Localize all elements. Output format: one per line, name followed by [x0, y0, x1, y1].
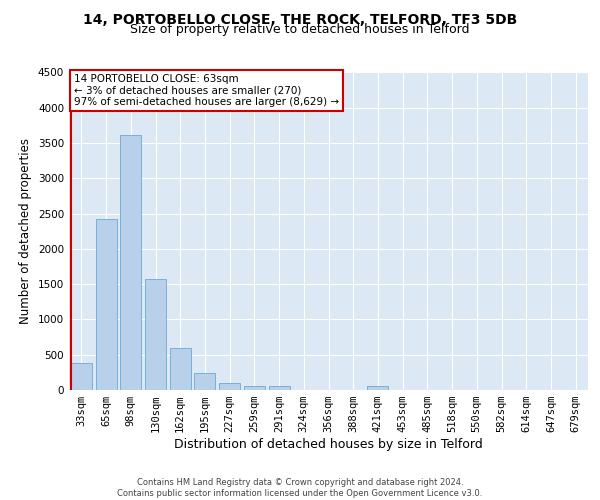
Bar	[170, 348, 191, 390]
Bar	[145, 278, 166, 390]
Y-axis label: Number of detached properties: Number of detached properties	[19, 138, 32, 324]
Bar	[219, 383, 240, 390]
Text: 14, PORTOBELLO CLOSE, THE ROCK, TELFORD, TF3 5DB: 14, PORTOBELLO CLOSE, THE ROCK, TELFORD,…	[83, 12, 517, 26]
Bar	[95, 220, 116, 390]
Bar	[244, 386, 265, 390]
X-axis label: Distribution of detached houses by size in Telford: Distribution of detached houses by size …	[174, 438, 483, 451]
Bar	[120, 134, 141, 390]
Text: 14 PORTOBELLO CLOSE: 63sqm
← 3% of detached houses are smaller (270)
97% of semi: 14 PORTOBELLO CLOSE: 63sqm ← 3% of detac…	[74, 74, 340, 108]
Text: Contains HM Land Registry data © Crown copyright and database right 2024.
Contai: Contains HM Land Registry data © Crown c…	[118, 478, 482, 498]
Bar	[269, 386, 290, 390]
Bar	[71, 363, 92, 390]
Bar	[194, 373, 215, 390]
Text: Size of property relative to detached houses in Telford: Size of property relative to detached ho…	[130, 22, 470, 36]
Bar	[367, 386, 388, 390]
